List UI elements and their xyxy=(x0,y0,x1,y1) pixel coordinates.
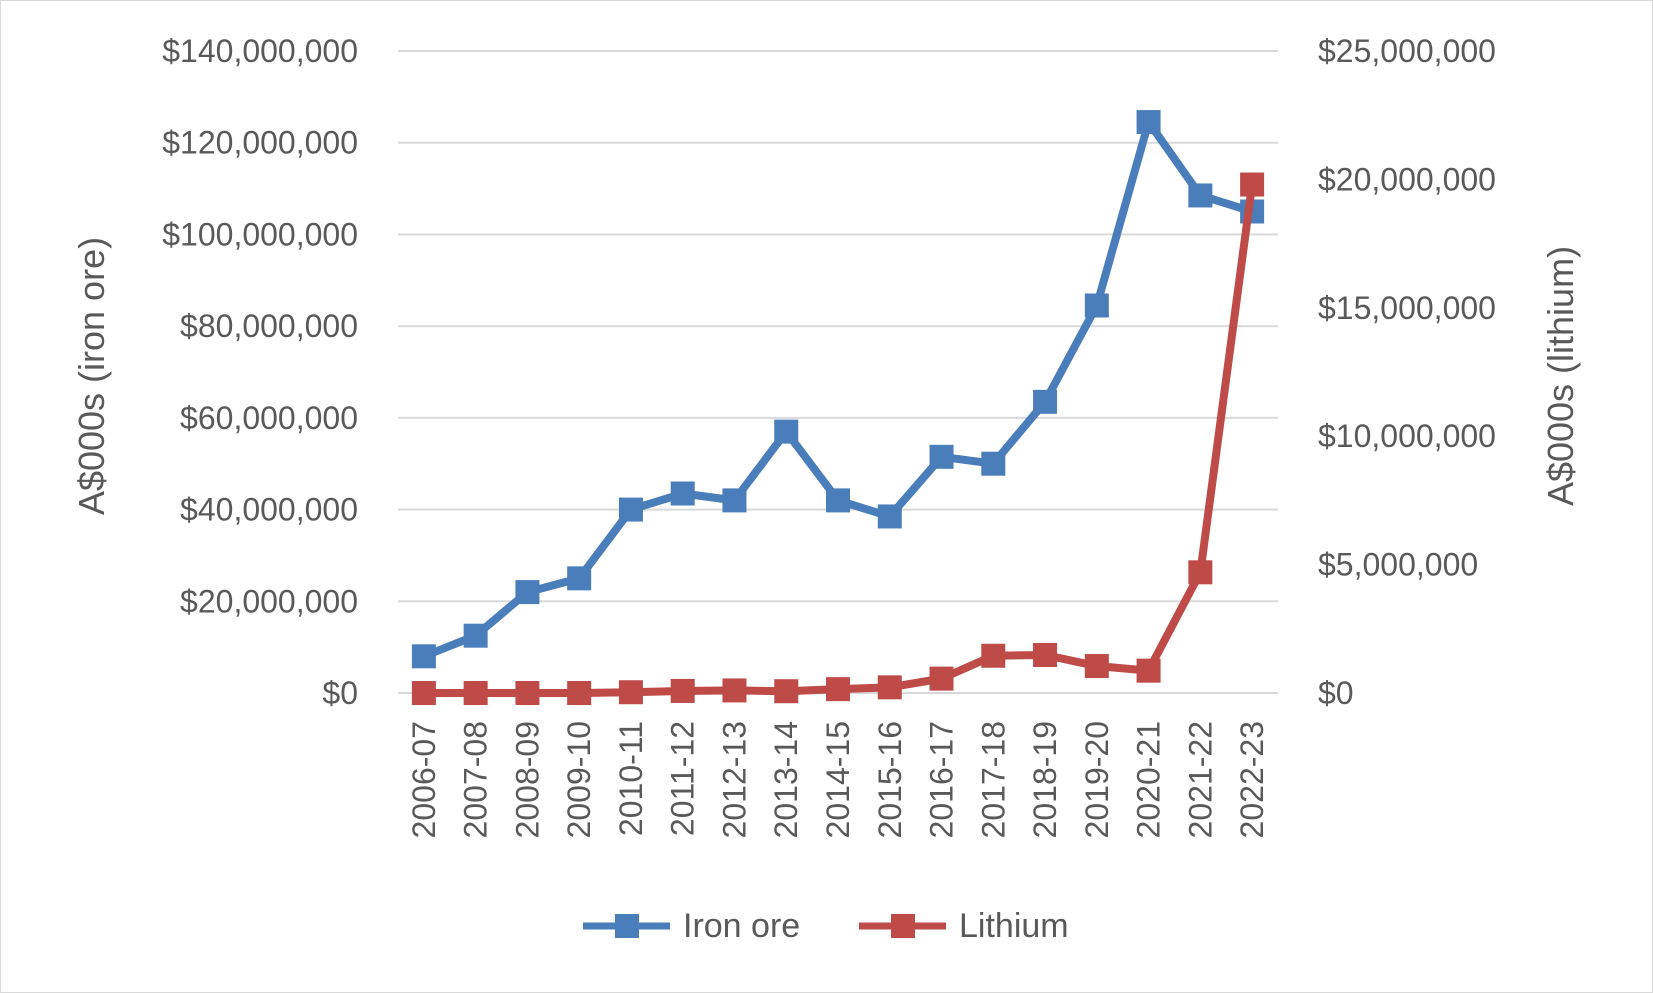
data-point-lithium xyxy=(515,681,540,705)
legend-marker-lithium xyxy=(891,914,915,938)
series-lines xyxy=(411,110,1265,705)
legend-item-lithium: Lithium xyxy=(859,907,1069,945)
series-line-iron-ore xyxy=(422,118,1254,661)
data-point-iron-ore xyxy=(774,419,799,444)
data-point-lithium xyxy=(670,678,695,703)
left-tick-label: $0 xyxy=(322,675,358,711)
left-tick-label: $100,000,000 xyxy=(162,216,358,252)
left-tick-label: $120,000,000 xyxy=(162,125,358,161)
data-point-iron-ore xyxy=(722,488,747,513)
data-point-lithium xyxy=(1240,172,1265,197)
data-point-iron-ore xyxy=(515,580,540,605)
x-tick-label: 2022-23 xyxy=(1234,721,1270,838)
x-tick-label: 2006-07 xyxy=(406,721,442,838)
data-point-iron-ore xyxy=(877,504,902,529)
data-point-lithium xyxy=(929,666,954,691)
x-tick-label: 2016-17 xyxy=(924,721,960,838)
x-tick-label: 2014-15 xyxy=(820,721,856,838)
data-point-lithium xyxy=(1188,560,1213,585)
data-point-lithium xyxy=(618,680,643,705)
x-tick-label: 2010-11 xyxy=(613,721,649,836)
data-point-lithium xyxy=(1136,658,1161,683)
left-axis-ticks: $0 $20,000,000 $40,000,000 $60,000,000 $80,0… xyxy=(162,33,358,711)
left-tick-label: $80,000,000 xyxy=(180,308,358,344)
x-tick-label: 2009-10 xyxy=(561,721,597,838)
data-point-iron-ore xyxy=(929,444,954,469)
data-point-iron-ore xyxy=(670,481,695,506)
data-point-iron-ore xyxy=(618,497,643,522)
left-axis-title: A$000s (iron ore) xyxy=(71,237,112,515)
right-tick-label: $0 xyxy=(1318,675,1354,711)
left-tick-label: $140,000,000 xyxy=(162,33,358,69)
data-point-iron-ore xyxy=(826,488,850,513)
left-tick-label: $20,000,000 xyxy=(180,583,358,619)
data-point-lithium xyxy=(981,643,1006,668)
x-tick-label: 2019-20 xyxy=(1079,721,1115,838)
x-axis-ticks: 2006-07 2007-08 2008-09 2009-10 2010-11 2011-… xyxy=(406,721,1270,838)
x-tick-label: 2015-16 xyxy=(872,721,908,838)
data-point-lithium xyxy=(826,677,850,702)
legend-label-iron-ore: Iron ore xyxy=(683,907,800,945)
right-tick-label: $10,000,000 xyxy=(1318,418,1496,454)
x-tick-label: 2013-14 xyxy=(768,721,804,838)
right-tick-label: $5,000,000 xyxy=(1318,547,1478,583)
right-tick-label: $25,000,000 xyxy=(1318,33,1496,69)
x-tick-label: 2008-09 xyxy=(509,721,545,838)
data-point-iron-ore xyxy=(1033,389,1058,414)
legend: Iron ore Lithium xyxy=(583,907,1069,945)
data-point-iron-ore xyxy=(981,451,1006,476)
data-point-lithium xyxy=(722,678,747,703)
right-axis-title: A$000s (lithium) xyxy=(1540,246,1581,506)
x-tick-label: 2007-08 xyxy=(458,721,494,838)
right-axis-ticks: $0 $5,000,000 $10,000,000 $15,000,000 $20,00… xyxy=(1318,33,1496,711)
data-point-lithium xyxy=(774,679,799,704)
series-line-lithium xyxy=(423,184,1257,697)
data-point-iron-ore xyxy=(463,623,488,648)
data-point-lithium xyxy=(567,681,592,705)
data-point-lithium xyxy=(463,681,488,705)
x-tick-label: 2012-13 xyxy=(716,721,752,838)
x-tick-label: 2018-19 xyxy=(1027,721,1063,838)
data-point-iron-ore xyxy=(1188,183,1213,208)
data-point-lithium xyxy=(411,681,436,705)
legend-marker-iron-ore xyxy=(615,914,639,938)
right-tick-label: $20,000,000 xyxy=(1318,161,1496,197)
left-tick-label: $40,000,000 xyxy=(180,492,358,528)
x-tick-label: 2011-12 xyxy=(665,721,701,836)
data-point-lithium xyxy=(1084,654,1109,679)
right-tick-label: $15,000,000 xyxy=(1318,290,1496,326)
data-point-iron-ore xyxy=(1084,293,1109,318)
x-tick-label: 2017-18 xyxy=(975,721,1011,838)
data-point-iron-ore xyxy=(1136,110,1161,135)
data-point-iron-ore xyxy=(567,566,592,591)
data-point-lithium xyxy=(877,675,902,700)
data-point-iron-ore xyxy=(411,644,436,669)
legend-item-iron-ore: Iron ore xyxy=(583,907,800,945)
data-point-lithium xyxy=(1033,642,1058,667)
legend-label-lithium: Lithium xyxy=(959,907,1069,945)
left-tick-label: $60,000,000 xyxy=(180,400,358,436)
x-tick-label: 2020-21 xyxy=(1131,721,1167,838)
x-tick-label: 2021-22 xyxy=(1182,721,1218,838)
